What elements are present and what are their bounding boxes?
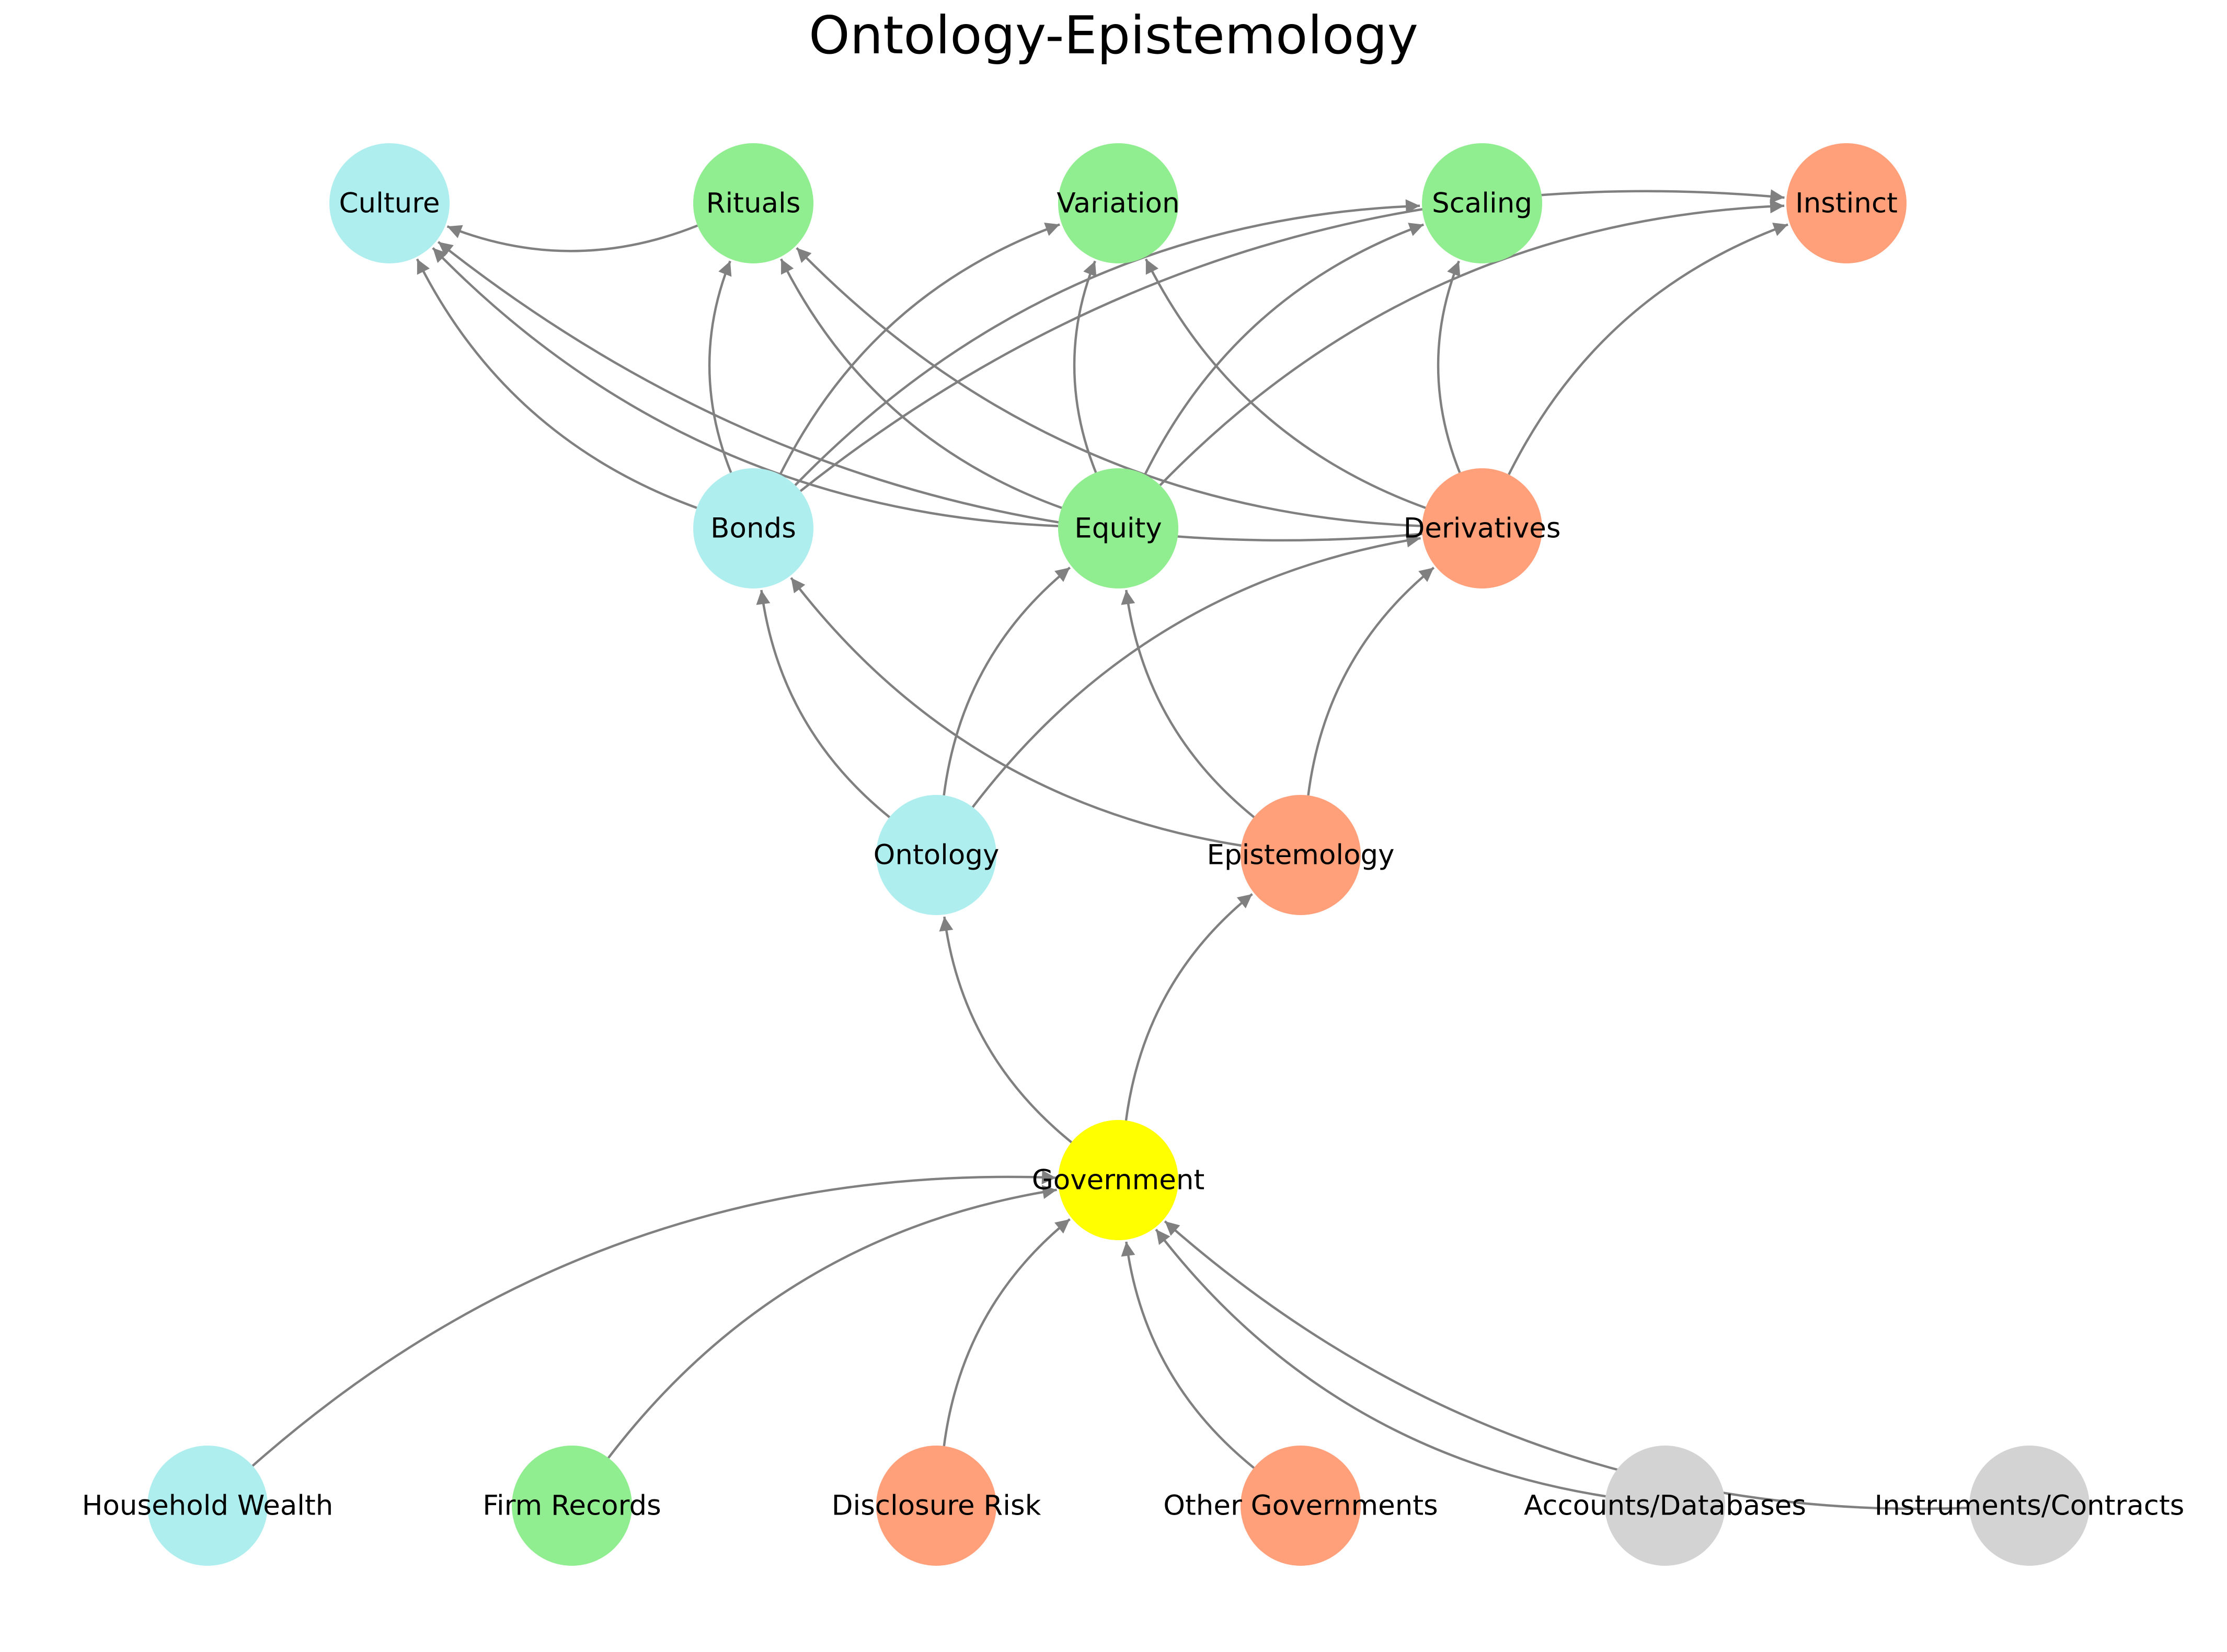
node-derivatives: Derivatives xyxy=(1404,468,1561,588)
diagram-title: Ontology-Epistemology xyxy=(809,5,1418,66)
edge-derivatives-to-rituals xyxy=(796,247,1422,527)
node-firm: Firm Records xyxy=(483,1446,661,1566)
node-circle-household xyxy=(147,1446,268,1566)
node-label-ontology: Ontology xyxy=(874,839,1000,871)
node-label-rituals: Rituals xyxy=(706,188,801,220)
edge-ontology-to-bonds xyxy=(756,590,891,818)
node-label-variation: Variation xyxy=(1057,188,1179,220)
edge-government-to-ontology xyxy=(939,916,1073,1143)
edge-firm-to-government xyxy=(607,1185,1057,1459)
node-label-bonds: Bonds xyxy=(710,513,796,545)
edge-bonds-to-rituals xyxy=(708,260,732,473)
node-label-instinct: Instinct xyxy=(1795,188,1898,220)
edge-equity-to-scaling xyxy=(1144,223,1424,476)
node-circle-epistemology xyxy=(1241,795,1361,915)
node-accounts: Accounts/Databases xyxy=(1524,1446,1806,1566)
edge-bonds-to-variation xyxy=(779,223,1060,476)
node-variation: Variation xyxy=(1057,143,1180,263)
node-circle-culture xyxy=(329,143,450,263)
edge-equity-to-variation xyxy=(1073,260,1097,473)
node-circle-rituals xyxy=(693,143,813,263)
edge-epistemology-to-bonds xyxy=(790,577,1242,847)
node-instruments: Instruments/Contracts xyxy=(1875,1446,2185,1566)
edge-bonds-to-instinct xyxy=(799,189,1785,492)
node-label-othergov: Other Governments xyxy=(1163,1490,1438,1522)
node-government: Government xyxy=(1032,1120,1205,1240)
node-circle-government xyxy=(1058,1120,1178,1240)
node-circle-othergov xyxy=(1241,1446,1361,1566)
edge-ontology-to-derivatives xyxy=(971,533,1421,808)
node-circle-variation xyxy=(1058,143,1178,263)
node-equity: Equity xyxy=(1058,468,1178,588)
edge-derivatives-to-scaling xyxy=(1437,260,1461,473)
edge-government-to-epistemology xyxy=(1124,893,1253,1121)
edge-othergov-to-government xyxy=(1121,1241,1255,1469)
node-circle-equity xyxy=(1058,468,1178,588)
edge-derivatives-to-variation xyxy=(1144,258,1426,509)
edge-equity-to-culture xyxy=(432,247,1059,527)
node-circle-instruments xyxy=(1969,1446,2090,1566)
node-label-scaling: Scaling xyxy=(1432,188,1532,220)
node-circle-firm xyxy=(512,1446,632,1566)
node-instinct: Instinct xyxy=(1786,143,1907,263)
node-label-government: Government xyxy=(1032,1164,1205,1196)
edge-derivatives-to-culture xyxy=(437,241,1422,542)
node-circle-ontology xyxy=(876,795,996,915)
node-circle-accounts xyxy=(1605,1446,1725,1566)
nodes-layer: Household Wealth Firm Records Disclosure R… xyxy=(82,143,2185,1566)
edge-household-to-government xyxy=(251,1170,1057,1467)
node-circle-derivatives xyxy=(1422,468,1542,588)
edges-layer xyxy=(251,189,1970,1510)
node-label-equity: Equity xyxy=(1074,513,1162,545)
node-scaling: Scaling xyxy=(1422,143,1542,263)
node-label-derivatives: Derivatives xyxy=(1404,513,1561,545)
edge-epistemology-to-equity xyxy=(1121,590,1255,818)
node-circle-scaling xyxy=(1422,143,1542,263)
node-household: Household Wealth xyxy=(82,1446,334,1566)
node-label-epistemology: Epistemology xyxy=(1207,839,1394,871)
node-circle-instinct xyxy=(1786,143,1907,263)
edge-rituals-to-culture xyxy=(446,224,698,252)
node-epistemology: Epistemology xyxy=(1207,795,1395,915)
node-label-instruments: Instruments/Contracts xyxy=(1875,1490,2185,1522)
node-label-household: Household Wealth xyxy=(82,1490,334,1522)
edge-accounts-to-government xyxy=(1155,1229,1606,1498)
edge-disclosure-to-government xyxy=(943,1218,1071,1447)
node-othergov: Other Governments xyxy=(1163,1446,1438,1566)
node-culture: Culture xyxy=(329,143,450,263)
node-rituals: Rituals xyxy=(693,143,813,263)
edge-epistemology-to-derivatives xyxy=(1307,567,1435,796)
edge-ontology-to-equity xyxy=(943,567,1071,796)
node-circle-bonds xyxy=(693,468,813,588)
edge-equity-to-instinct xyxy=(1159,199,1785,487)
node-label-accounts: Accounts/Databases xyxy=(1524,1490,1806,1522)
node-bonds: Bonds xyxy=(693,468,813,588)
node-disclosure: Disclosure Risk xyxy=(832,1446,1041,1566)
node-circle-disclosure xyxy=(876,1446,996,1566)
node-label-firm: Firm Records xyxy=(483,1490,661,1522)
edge-equity-to-rituals xyxy=(780,258,1062,509)
node-ontology: Ontology xyxy=(874,795,1000,915)
edge-derivatives-to-instinct xyxy=(1508,223,1788,476)
edge-bonds-to-culture xyxy=(416,258,697,509)
edge-bonds-to-scaling xyxy=(794,199,1420,487)
edge-instruments-to-government xyxy=(1164,1220,1970,1510)
node-label-culture: Culture xyxy=(339,188,440,220)
node-label-disclosure: Disclosure Risk xyxy=(832,1490,1041,1522)
